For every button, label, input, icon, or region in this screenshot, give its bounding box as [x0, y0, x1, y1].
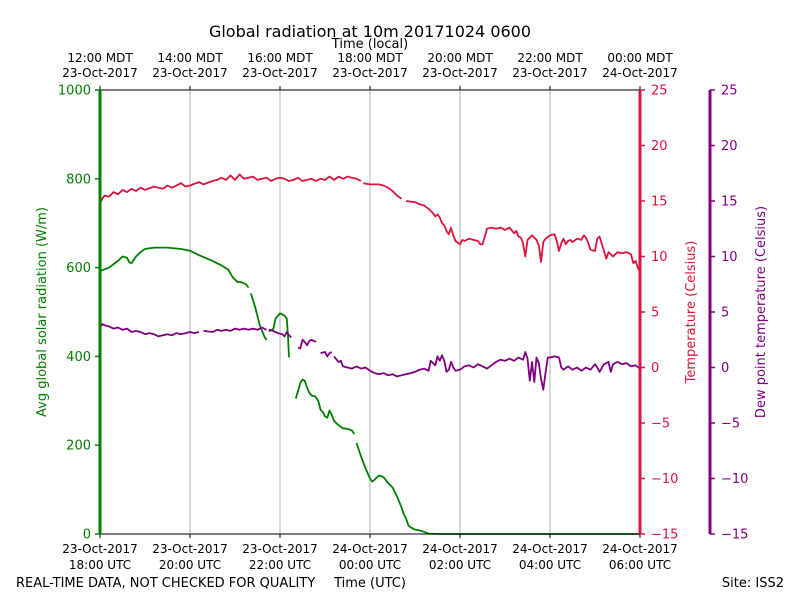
top-tick-label-time: 16:00 MDT	[247, 51, 313, 65]
top-tick-label-date: 23-Oct-2017	[242, 66, 318, 80]
dewpoint-series	[297, 338, 317, 350]
grid-lines	[189, 90, 551, 534]
temperature-tick-label: 10	[651, 250, 668, 265]
dewpoint-tick-label: 20	[721, 139, 738, 154]
dewpoint-tick-label: −15	[721, 528, 748, 543]
radiation-tick-label: 600	[66, 261, 91, 276]
temperature-tick-label: 25	[651, 84, 668, 99]
temperature-series	[99, 173, 362, 204]
temperature-tick-label: 0	[651, 361, 659, 376]
x-tick-label-time: 02:00 UTC	[429, 558, 491, 572]
top-tick-label-time: 20:00 MDT	[427, 51, 493, 65]
x-tick-label-date: 24-Oct-2017	[512, 542, 588, 556]
radiation-series	[249, 293, 268, 341]
top-tick-label-date: 23-Oct-2017	[152, 66, 228, 80]
quality-notice: REAL-TIME DATA, NOT CHECKED FOR QUALITY	[16, 576, 315, 591]
top-tick-label-date: 23-Oct-2017	[512, 66, 588, 80]
chart-title: Global radiation at 10m 20171024 0600	[209, 22, 531, 41]
x-tick-label-time: 00:00 UTC	[339, 558, 401, 572]
top-tick-label-date: 24-Oct-2017	[602, 66, 678, 80]
temperature-series	[405, 200, 641, 273]
top-tick-label-date: 23-Oct-2017	[332, 66, 408, 80]
radiation-series	[294, 378, 356, 435]
radiation-tick-label: 800	[66, 172, 91, 187]
dewpoint-tick-label: −5	[721, 417, 740, 432]
x-tick-label-time: 22:00 UTC	[249, 558, 311, 572]
site-label: Site: ISS2	[722, 576, 784, 591]
x-tick-label-date: 24-Oct-2017	[422, 542, 498, 556]
x-tick-label-time: 18:00 UTC	[69, 558, 131, 572]
x-tick-label-date: 24-Oct-2017	[602, 542, 678, 556]
temperature-tick-label: 15	[651, 195, 668, 210]
temperature-tick-label: 20	[651, 139, 668, 154]
dewpoint-tick-label: −10	[721, 472, 748, 487]
temperature-tick-label: 5	[651, 306, 659, 321]
x-tick-label-date: 23-Oct-2017	[242, 542, 318, 556]
radiation-tick-label: 200	[66, 439, 91, 454]
dewpoint-tick-label: 25	[721, 84, 738, 99]
dewpoint-series	[268, 328, 292, 339]
dewpoint-tick-label: 0	[721, 361, 729, 376]
x-tick-label-time: 06:00 UTC	[609, 558, 671, 572]
radiation-series	[268, 312, 290, 358]
radiation-tick-label: 0	[83, 528, 91, 543]
top-tick-label-date: 23-Oct-2017	[62, 66, 138, 80]
temperature-tick-label: −15	[651, 528, 678, 543]
dewpoint-axis-title: Dew point temperature (Celsius)	[754, 206, 769, 418]
x-tick-label-date: 24-Oct-2017	[332, 542, 408, 556]
dewpoint-tick-label: 15	[721, 195, 738, 210]
dewpoint-series	[99, 323, 200, 338]
top-axis-title: Time (local)	[331, 37, 408, 52]
dewpoint-tick-label: 10	[721, 250, 738, 265]
temperature-tick-label: −5	[651, 417, 670, 432]
radiation-tick-label: 1000	[58, 84, 91, 99]
bottom-axis-title: Time (UTC)	[333, 576, 406, 591]
radiation-tick-label: 400	[66, 350, 91, 365]
dewpoint-tick-label: 5	[721, 306, 729, 321]
x-tick-label-time: 20:00 UTC	[159, 558, 221, 572]
temperature-axis-title: Temperature (Celsius)	[684, 241, 699, 385]
left-axis-title: Avg global solar radiation (W/m)	[35, 207, 50, 417]
top-tick-label-time: 12:00 MDT	[67, 51, 133, 65]
top-tick-label-time: 00:00 MDT	[607, 51, 673, 65]
x-tick-label-date: 23-Oct-2017	[152, 542, 228, 556]
temperature-series	[363, 182, 403, 200]
top-tick-label-date: 23-Oct-2017	[422, 66, 498, 80]
dewpoint-series	[320, 351, 333, 358]
radiation-series	[355, 442, 640, 535]
top-tick-label-time: 14:00 MDT	[157, 51, 223, 65]
top-tick-label-time: 18:00 MDT	[337, 51, 403, 65]
radiation-series	[99, 246, 250, 289]
x-tick-label-time: 04:00 UTC	[519, 558, 581, 572]
x-tick-label-date: 23-Oct-2017	[62, 542, 138, 556]
dewpoint-series	[203, 326, 267, 333]
temperature-tick-label: −10	[651, 472, 678, 487]
dewpoint-series	[333, 351, 641, 391]
top-tick-label-time: 22:00 MDT	[517, 51, 583, 65]
